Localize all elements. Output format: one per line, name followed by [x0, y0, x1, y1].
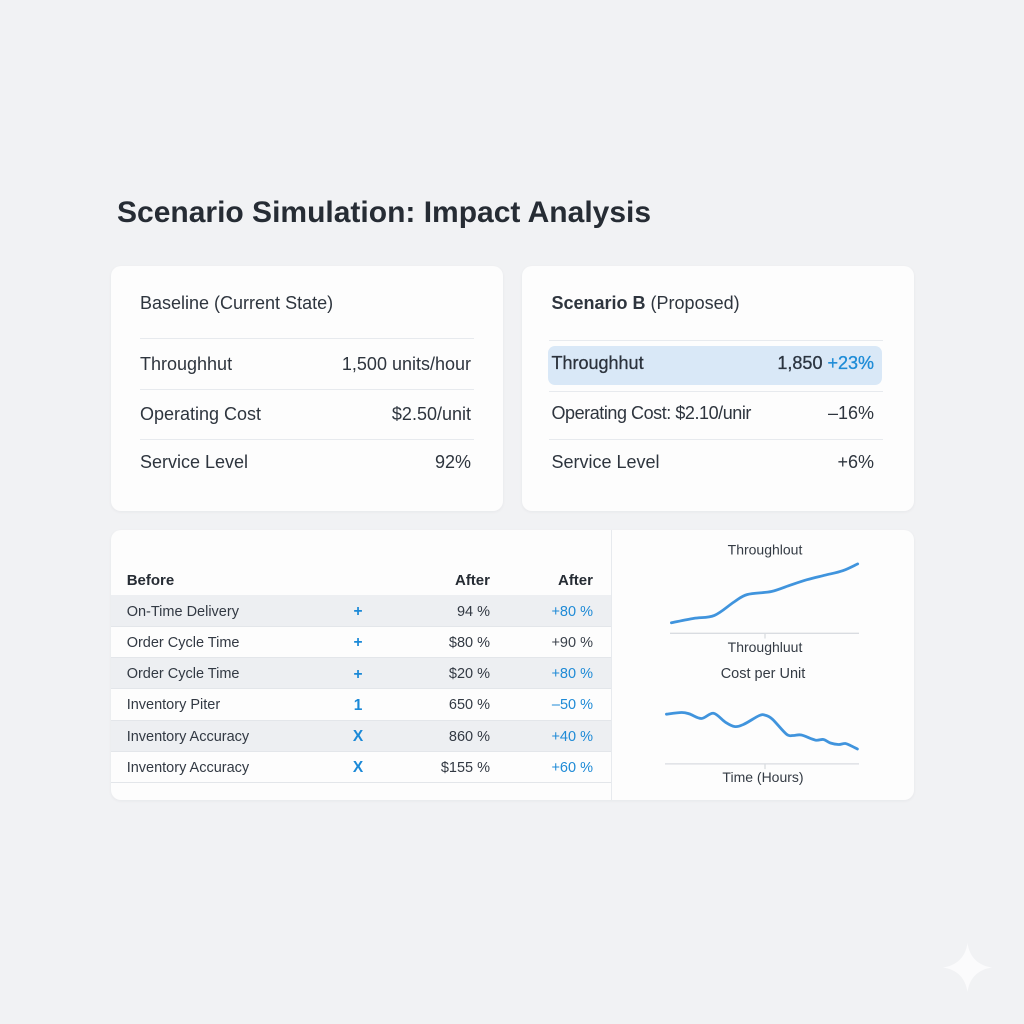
svg-text:Throughluut: Throughluut — [727, 639, 802, 655]
svg-text:Time (Hours): Time (Hours) — [722, 768, 803, 784]
svg-text:Cost per Unit: Cost per Unit — [720, 665, 805, 681]
svg-text:Throughlout: Throughlout — [727, 541, 802, 557]
